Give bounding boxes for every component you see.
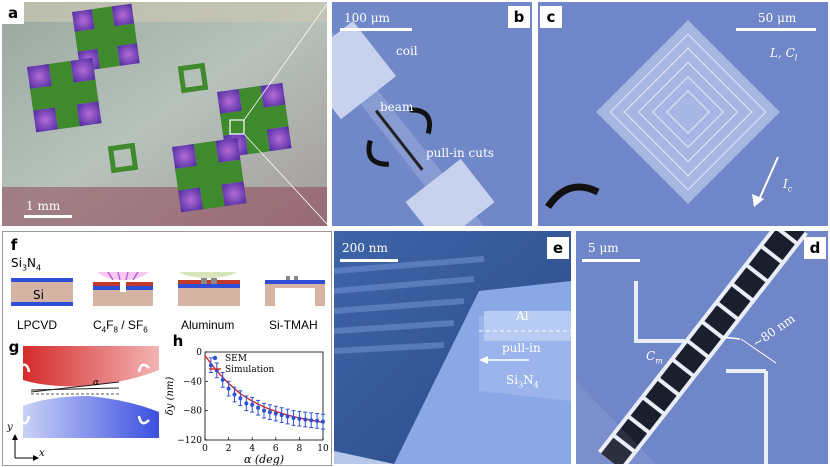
- scale-bar: [340, 259, 398, 262]
- sem-point: [291, 416, 296, 420]
- panels-fgh-frame: f Si3N4 Si LPCVD C4F8 / SF6 Aluminum Si-…: [2, 231, 332, 466]
- y-tick-label: 0: [196, 348, 202, 358]
- comb-electrode: [597, 231, 808, 464]
- chip-photo: [2, 2, 327, 226]
- y-tick-label: −80: [183, 407, 202, 417]
- test-structure: [107, 62, 209, 174]
- sem-point: [238, 396, 243, 401]
- y-axis-label: y: [7, 422, 13, 433]
- step-tmah: Si-TMAH: [269, 318, 318, 332]
- scale-label: 5 μm: [588, 241, 619, 255]
- x-tick-label: 0: [202, 444, 208, 454]
- al-label: Al: [516, 309, 529, 323]
- beam-label: beam: [380, 100, 414, 114]
- sem-point: [309, 418, 314, 423]
- x-axis-label: x: [39, 448, 45, 459]
- plot-frame: [204, 351, 324, 441]
- scale-label: 50 μm: [758, 11, 797, 25]
- sem-point: [262, 408, 266, 413]
- scale-bar: [24, 215, 72, 218]
- si-label: Si: [33, 288, 44, 302]
- panel-tag: d: [804, 237, 826, 259]
- sem-point: [297, 416, 302, 421]
- simulation-map: [12, 346, 159, 461]
- panel-tag: g: [3, 336, 25, 358]
- scale-bar: [340, 28, 412, 31]
- x-tick-label: 2: [226, 444, 232, 454]
- scale-label: 200 nm: [342, 241, 388, 255]
- device-cross: [27, 57, 102, 133]
- panel-b-sem: b 100 μm coil beam pull-in cuts: [332, 2, 532, 226]
- al-layer: [484, 311, 571, 341]
- coil-label: coil: [396, 44, 418, 58]
- cm-label: Cm: [646, 349, 663, 366]
- step-lpcvd: LPCVD: [17, 318, 58, 332]
- step-etch: C4F8 / SF6: [93, 318, 148, 335]
- panel-tag: a: [2, 2, 24, 24]
- sem-point: [256, 405, 261, 410]
- panel-d-sem: d 5 μm Cm ~80 nm: [576, 231, 828, 464]
- sem-point: [250, 402, 255, 407]
- coil-square: [405, 158, 495, 226]
- scale-bar: [736, 28, 816, 31]
- y-tick-label: −40: [183, 377, 202, 387]
- plasma-glow: [97, 272, 149, 281]
- sem-point: [232, 392, 237, 397]
- panel-tag: e: [547, 237, 569, 259]
- sem-point: [321, 419, 325, 424]
- sin-label: Si3N4: [11, 256, 42, 273]
- sem-point: [285, 414, 290, 419]
- panel-tag: f: [3, 234, 25, 256]
- x-tick-label: 10: [317, 444, 329, 454]
- sem-point: [279, 413, 284, 418]
- panel-c-sem: c 50 μm L, Cl Ic: [538, 2, 828, 226]
- gap-arrow: [721, 336, 741, 340]
- panel-tag: h: [167, 330, 189, 352]
- scale-label: 1 mm: [26, 199, 61, 213]
- panel-a-photo: a 1 mm: [2, 2, 327, 226]
- pullin-label: pull-in: [502, 341, 541, 355]
- y-tick-label: −120: [177, 436, 202, 446]
- x-tick-label: 8: [297, 444, 303, 454]
- sem-point: [267, 410, 272, 415]
- sem-point: [303, 417, 308, 422]
- spiral-coil: [596, 20, 780, 204]
- panel-tag: c: [540, 6, 562, 28]
- scale-label: 100 μm: [344, 11, 390, 25]
- step-aluminum: Aluminum: [181, 318, 235, 332]
- legend-sem-marker: [212, 355, 218, 361]
- scale-bar: [582, 259, 640, 262]
- pullin-cuts-label: pull-in cuts: [426, 146, 494, 160]
- legend-sem-label: SEM: [225, 354, 247, 364]
- x-tick-label: 4: [249, 444, 255, 454]
- current-arrow: [757, 156, 779, 203]
- panel-e-sem: e 200 nm Al pull-in Si3N4: [334, 231, 571, 464]
- sem-point: [220, 377, 225, 382]
- sin-label: Si3N4: [506, 373, 539, 390]
- panel-tag: b: [508, 6, 530, 28]
- legend-sim-label: Simulation: [225, 365, 275, 375]
- ic-label: Ic: [783, 177, 793, 194]
- coil-square: [332, 20, 397, 120]
- x-tick-label: 6: [273, 444, 279, 454]
- sem-point: [244, 401, 249, 406]
- process-steps: [11, 272, 325, 306]
- alpha-label: α: [93, 378, 100, 388]
- sem-point: [208, 363, 213, 368]
- lc-label: L, Cl: [770, 46, 798, 63]
- zoom-box: [229, 119, 245, 135]
- y-axis-label: δy (nm): [165, 377, 176, 416]
- x-axis-label: α (deg): [244, 453, 284, 465]
- sem-point: [226, 386, 231, 391]
- sem-point: [315, 418, 320, 423]
- sem-point: [273, 411, 278, 416]
- device-cross: [172, 137, 247, 213]
